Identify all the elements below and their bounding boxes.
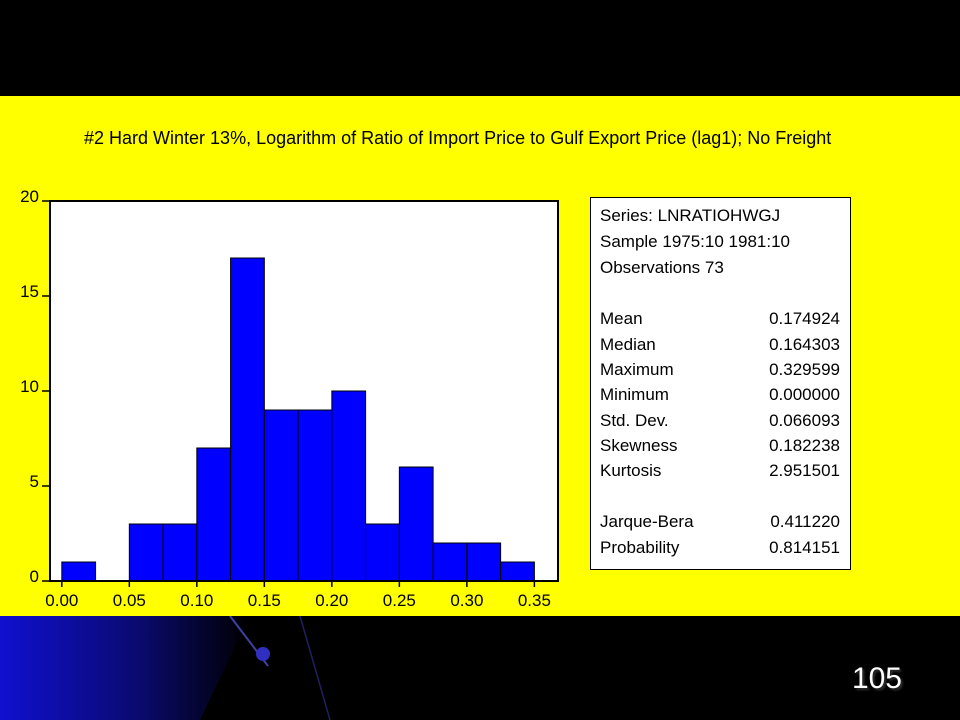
stat-label: Minimum — [600, 385, 669, 404]
histogram-bar — [263, 409, 299, 582]
histogram-bar — [500, 561, 535, 582]
stat-value: 0.000000 — [769, 385, 840, 404]
stat-value: 0.411220 — [770, 512, 840, 531]
histogram-bar — [331, 390, 367, 582]
stat-value: 0.164303 — [769, 335, 840, 354]
stat-label: Kurtosis — [600, 461, 662, 480]
x-tick-label: 0.25 — [383, 591, 416, 610]
stat-value: 0.066093 — [769, 411, 840, 430]
slide-top-band — [0, 0, 960, 96]
stat-label: Median — [600, 335, 656, 354]
x-tick-label: 0.35 — [518, 591, 551, 610]
stat-value: 0.182238 — [769, 436, 840, 455]
x-tick-label: 0.05 — [113, 591, 146, 610]
observation-count: Observations 73 — [600, 258, 724, 277]
x-tick-label: 0.30 — [450, 591, 483, 610]
sample-range: Sample 1975:10 1981:10 — [600, 232, 790, 251]
page-number: 105 — [851, 662, 902, 695]
stat-label: Jarque-Bera — [600, 512, 694, 531]
chart-title: #2 Hard Winter 13%, Logarithm of Ratio o… — [84, 128, 832, 148]
histogram-bar — [398, 466, 434, 582]
histogram-bar — [162, 523, 198, 582]
y-tick-label: 20 — [20, 187, 39, 206]
stats-box: Series: LNRATIOHWGJ Sample 1975:10 1981:… — [590, 197, 851, 570]
slide-bottom-band — [0, 616, 960, 720]
x-tick-label: 0.20 — [315, 591, 348, 610]
stat-label: Mean — [600, 309, 643, 328]
stat-label: Skewness — [600, 436, 678, 455]
y-tick-label: 0 — [30, 567, 39, 586]
histogram-bar — [466, 542, 502, 582]
histogram-bar — [230, 257, 265, 582]
histogram-bar — [297, 409, 333, 582]
histogram-bar — [432, 542, 468, 582]
stat-label: Probability — [600, 538, 680, 557]
stat-value: 2.951501 — [769, 461, 840, 480]
histogram-bar — [196, 447, 232, 582]
x-tick-label: 0.15 — [248, 591, 281, 610]
histogram-bar — [128, 523, 164, 582]
series-name: Series: LNRATIOHWGJ — [600, 206, 781, 225]
y-tick-label: 5 — [30, 472, 39, 491]
stat-value: 0.174924 — [769, 309, 840, 328]
stat-label: Maximum — [600, 360, 674, 379]
y-tick-label: 15 — [20, 282, 39, 301]
histogram-bar — [61, 561, 97, 582]
y-tick-label: 10 — [20, 377, 39, 396]
x-tick-label: 0.00 — [45, 591, 78, 610]
stat-label: Std. Dev. — [600, 411, 669, 430]
histogram-bar — [365, 523, 400, 582]
x-tick-label: 0.10 — [180, 591, 213, 610]
stat-value: 0.329599 — [769, 360, 840, 379]
stat-value: 0.814151 — [769, 538, 840, 557]
decorative-gradient — [0, 616, 331, 720]
